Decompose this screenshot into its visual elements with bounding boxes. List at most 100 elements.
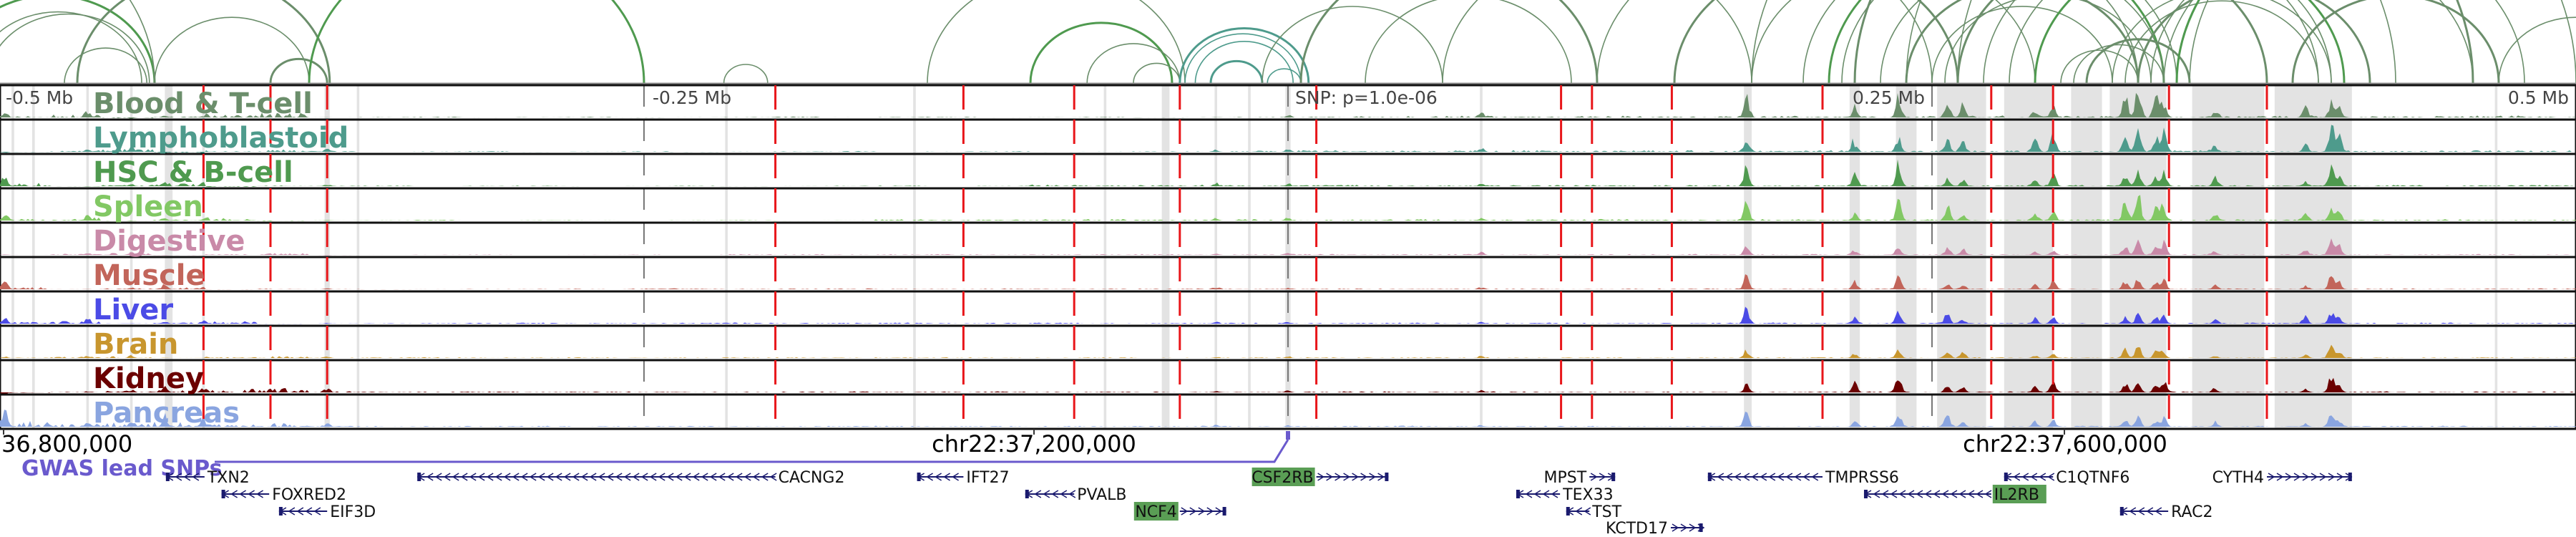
- strand-chevron: [1584, 507, 1591, 516]
- strand-chevron: [1941, 490, 1949, 498]
- strand-chevron: [460, 473, 468, 481]
- gwas-connector-line: [215, 439, 1289, 463]
- gene-csf2rb[interactable]: CSF2RB: [1252, 468, 1389, 487]
- strand-chevron: [1590, 473, 1598, 481]
- loop-arc: [1828, 0, 2165, 84]
- loop-arc: [0, 11, 142, 84]
- strand-chevron: [1717, 473, 1724, 481]
- loop-arc: [2291, 0, 2500, 84]
- strand-chevron: [2293, 473, 2301, 481]
- loop-arc: [1029, 21, 1174, 84]
- coord-label-36800000: 36,800,000: [1, 430, 132, 458]
- gene-label: TST: [1591, 503, 1621, 521]
- track-label: Muscle: [93, 259, 205, 292]
- loop-arc: [2112, 0, 2332, 84]
- gene-tex33[interactable]: TEX33: [1516, 486, 1614, 504]
- loop-arc: [129, 0, 155, 84]
- red-dashed-lines: [202, 85, 2268, 429]
- loop-arc: [1751, 0, 2036, 84]
- loop-arc: [1209, 59, 1264, 84]
- strand-chevron: [1950, 490, 1958, 498]
- loop-arc: [1673, 0, 1959, 84]
- strand-chevron: [546, 473, 554, 481]
- strand-chevron: [183, 473, 191, 481]
- strand-chevron: [1742, 473, 1750, 481]
- gene-cacng2[interactable]: CACNG2: [417, 469, 844, 487]
- loop-arc: [1905, 0, 2140, 84]
- strand-chevron: [1181, 507, 1189, 516]
- strand-chevron: [1967, 490, 1975, 498]
- strand-chevron: [2013, 473, 2021, 481]
- loop-arc: [1262, 6, 1443, 84]
- strand-chevron: [735, 473, 743, 481]
- strand-chevron: [1680, 523, 1688, 532]
- loop-arc: [1194, 41, 1294, 84]
- strand-chevron: [175, 473, 182, 481]
- strand-chevron: [943, 473, 950, 481]
- strand-chevron: [640, 473, 648, 481]
- strand-chevron: [1916, 490, 1923, 498]
- track-label: Pancreas: [93, 397, 240, 430]
- strand-chevron: [2328, 473, 2336, 481]
- strand-chevron: [1689, 523, 1697, 532]
- loop-arc: [1906, 0, 2576, 84]
- strand-chevron: [2285, 473, 2293, 481]
- strand-chevron: [743, 473, 751, 481]
- strand-chevron: [1734, 473, 1742, 481]
- gene-rac2[interactable]: RAC2: [2119, 503, 2213, 521]
- strand-chevron: [1802, 473, 1810, 481]
- gene-label: MPST: [1544, 469, 1587, 487]
- gene-label: IL2RB: [1994, 486, 2039, 504]
- gene-c1qtnf6[interactable]: C1QTNF6: [2004, 469, 2130, 487]
- gene-cyth4[interactable]: CYTH4: [2212, 469, 2353, 487]
- gene-pvalb[interactable]: PVALB: [1025, 486, 1127, 504]
- strand-chevron: [2129, 507, 2137, 516]
- strand-chevron: [1768, 473, 1776, 481]
- loop-arc: [2137, 0, 2371, 84]
- exon: [278, 507, 283, 516]
- gene-il2rb[interactable]: IL2RB: [1863, 485, 2046, 504]
- gene-highlight-box: [1133, 502, 1179, 521]
- strand-chevron: [520, 473, 528, 481]
- gene-ncf4[interactable]: NCF4: [1133, 502, 1226, 521]
- loop-arc: [154, 16, 310, 84]
- axis-label-minus-0.5mb: -0.5 Mb: [6, 87, 73, 108]
- strand-chevron: [1907, 490, 1915, 498]
- gene-mpst[interactable]: MPST: [1544, 469, 1616, 487]
- loop-arc: [2150, 0, 2474, 84]
- gene-tmprss6[interactable]: TMPRSS6: [1707, 469, 1899, 487]
- loop-arc: [76, 0, 331, 84]
- strand-chevron: [935, 473, 942, 481]
- strand-chevron: [313, 507, 321, 516]
- loop-arc: [1944, 0, 2152, 84]
- strand-chevron: [926, 473, 933, 481]
- strand-chevron: [1369, 473, 1377, 481]
- strand-chevron: [1377, 473, 1385, 481]
- strand-chevron: [1751, 473, 1759, 481]
- gene-label: TMPRSS6: [1825, 469, 1899, 487]
- track-label: Brain: [93, 328, 178, 361]
- loop-arc: [2163, 0, 2525, 84]
- strand-chevron: [1785, 473, 1793, 481]
- gene-label: PVALB: [1077, 486, 1126, 504]
- strand-chevron: [2146, 507, 2154, 516]
- strand-chevron: [1352, 473, 1360, 481]
- gene-foxred2[interactable]: FOXRED2: [221, 486, 346, 504]
- strand-chevron: [1206, 507, 1214, 516]
- signal-tracks: [0, 84, 2576, 430]
- track-label: Spleen: [93, 190, 203, 223]
- gene-ift27[interactable]: IFT27: [917, 469, 1010, 487]
- loop-arc: [1267, 68, 1302, 84]
- loop-arc: [1133, 62, 1181, 84]
- strand-chevron: [1335, 473, 1342, 481]
- axis-label-0.5mb: 0.5 Mb: [2508, 87, 2569, 108]
- gene-txn2[interactable]: TXN2: [165, 469, 250, 487]
- gene-label: KCTD17: [1606, 520, 1668, 537]
- track-label: Blood & T-cell: [93, 87, 313, 120]
- strand-chevron: [1777, 473, 1785, 481]
- strand-chevron: [296, 507, 304, 516]
- gene-tst[interactable]: TST: [1566, 503, 1622, 521]
- loop-arc: [308, 0, 645, 84]
- gene-eif3d[interactable]: EIF3D: [278, 503, 376, 521]
- gene-kctd17[interactable]: KCTD17: [1606, 520, 1705, 537]
